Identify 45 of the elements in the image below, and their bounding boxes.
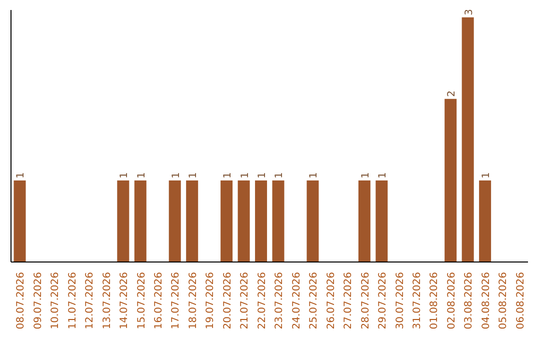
data-label: 1 bbox=[240, 172, 251, 178]
x-tick-label: 20.07.2026 bbox=[222, 272, 234, 330]
x-tick-label: 05.08.2026 bbox=[498, 272, 510, 330]
data-label: 1 bbox=[16, 172, 27, 178]
x-tick-label: 31.07.2026 bbox=[412, 272, 423, 330]
data-label: 1 bbox=[257, 172, 268, 178]
x-tick-label: 15.07.2026 bbox=[136, 272, 148, 330]
x-tick-label: 13.07.2026 bbox=[102, 272, 113, 330]
x-tick-label: 27.07.2026 bbox=[343, 272, 354, 330]
x-tick-label: 28.07.2026 bbox=[360, 272, 372, 330]
x-tick-label: 17.07.2026 bbox=[170, 272, 182, 330]
data-label: 1 bbox=[481, 172, 492, 178]
x-tick-label: 01.08.2026 bbox=[429, 272, 440, 330]
x-tick-label: 08.07.2026 bbox=[16, 272, 27, 330]
x-tick-label: 10.07.2026 bbox=[50, 272, 62, 330]
data-label: 1 bbox=[136, 172, 148, 178]
data-label: 1 bbox=[222, 172, 234, 178]
x-tick-label: 24.07.2026 bbox=[291, 272, 302, 330]
x-tick-label: 14.07.2026 bbox=[119, 272, 130, 330]
x-tick-label: 06.08.2026 bbox=[515, 272, 526, 330]
data-label: 3 bbox=[464, 8, 475, 16]
x-tick-label: 04.08.2026 bbox=[480, 272, 492, 330]
x-tick-label: 29.07.2026 bbox=[378, 272, 389, 330]
data-label: 1 bbox=[378, 172, 389, 178]
x-tick-label: 16.07.2026 bbox=[153, 272, 164, 330]
data-label: 1 bbox=[119, 172, 130, 178]
data-label: 2 bbox=[446, 90, 458, 97]
x-tick-label: 18.07.2026 bbox=[188, 272, 199, 330]
data-label: 1 bbox=[360, 172, 372, 178]
x-tick-label: 12.07.2026 bbox=[84, 272, 96, 330]
x-tick-label: 11.07.2026 bbox=[67, 272, 78, 330]
x-tick-label: 30.07.2026 bbox=[394, 272, 406, 330]
data-label: 1 bbox=[188, 172, 200, 178]
x-tick-label: 26.07.2026 bbox=[326, 272, 337, 330]
data-label: 1 bbox=[308, 172, 320, 178]
x-tick-label: 23.07.2026 bbox=[274, 272, 286, 330]
data-label: 1 bbox=[170, 172, 182, 178]
x-tick-label: 09.07.2026 bbox=[32, 272, 44, 330]
x-tick-label: 25.07.2026 bbox=[308, 272, 320, 330]
x-tick-label: 22.07.2026 bbox=[256, 272, 268, 330]
x-tick-label: 19.07.2026 bbox=[205, 272, 216, 330]
data-label: 1 bbox=[274, 172, 286, 178]
x-tick-label: 21.07.2026 bbox=[240, 272, 251, 330]
x-tick-label: 03.08.2026 bbox=[464, 272, 475, 330]
x-tick-label: 02.08.2026 bbox=[446, 272, 458, 330]
